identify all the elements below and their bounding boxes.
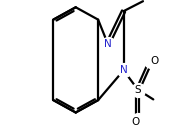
Text: N: N bbox=[120, 65, 127, 75]
Text: O: O bbox=[150, 56, 159, 66]
Text: O: O bbox=[131, 117, 140, 127]
Text: N: N bbox=[104, 39, 112, 49]
Text: S: S bbox=[135, 85, 141, 95]
